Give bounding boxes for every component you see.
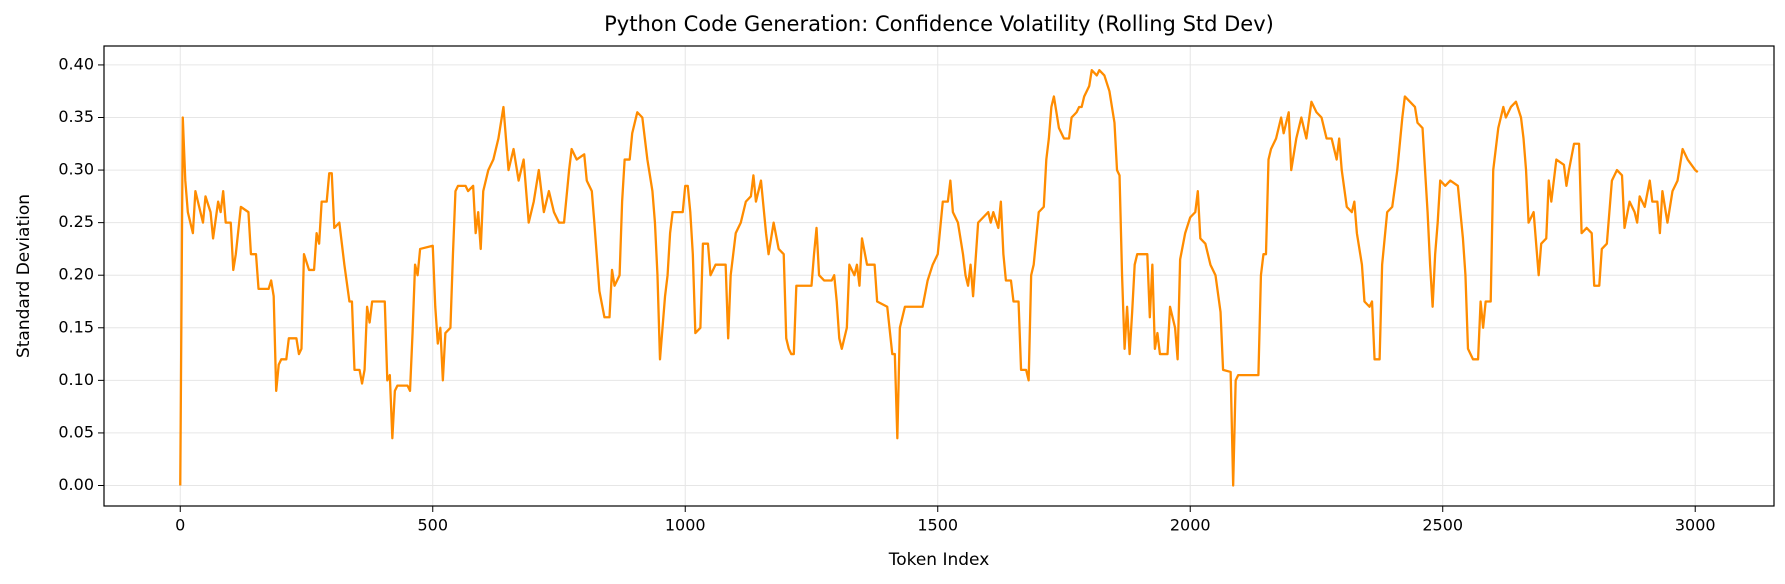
y-tick-label: 0.05 (58, 422, 94, 441)
y-tick-label: 0.00 (58, 475, 94, 494)
y-tick-label: 0.35 (58, 107, 94, 126)
y-axis-label: Standard Deviation (14, 194, 34, 358)
x-tick-label: 2500 (1422, 516, 1463, 535)
x-tick-label: 1500 (917, 516, 958, 535)
x-tick-label: 1000 (665, 516, 706, 535)
data-line (179, 69, 1699, 487)
x-axis-label: Token Index (888, 550, 990, 570)
y-tick-label: 0.10 (58, 370, 94, 389)
y-tick-label: 0.25 (58, 212, 94, 231)
plot-frame (103, 45, 1775, 507)
y-tick-label: 0.40 (58, 54, 94, 73)
y-tick-label: 0.30 (58, 160, 94, 179)
x-tick-label: 2000 (1170, 516, 1211, 535)
x-tick-label: 500 (417, 516, 448, 535)
x-tick-label: 3000 (1675, 516, 1716, 535)
y-tick-label: 0.15 (58, 317, 94, 336)
x-tick-label: 0 (175, 516, 185, 535)
chart-title: Python Code Generation: Confidence Volat… (604, 12, 1274, 36)
y-tick-label: 0.20 (58, 265, 94, 284)
